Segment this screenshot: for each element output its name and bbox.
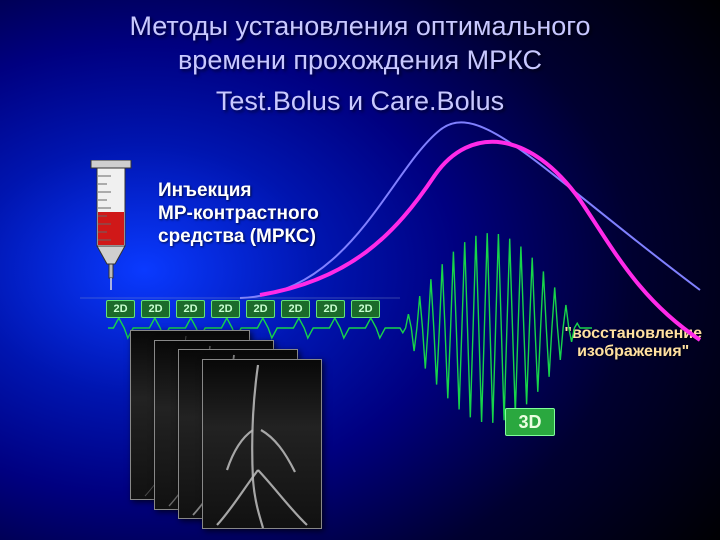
chip-2d: 2D [106,300,135,318]
chip-3d: 3D [505,408,555,436]
title-line2: времени прохождения МРКС [178,45,542,75]
recovery-line2: изображения" [577,343,689,360]
chip-2d: 2D [351,300,380,318]
chip-2d: 2D [316,300,345,318]
chip-2d: 2D [246,300,275,318]
injection-line1: Инъекция [158,180,252,201]
chip-2d: 2D [176,300,205,318]
recovery-line1: "восстановление [564,325,702,342]
injection-line2: МР-контрастного [158,203,319,224]
recovery-label: "восстановление изображения" [564,325,702,362]
chip-2d: 2D [281,300,310,318]
injection-label: Инъекция МР-контрастного средства (МРКС) [158,180,319,248]
slide-subtitle: Test.Bolus и Care.Bolus [0,86,720,117]
slide-title: Методы установления оптимального времени… [0,0,720,78]
chips-2d-row: 2D 2D 2D 2D 2D 2D 2D 2D [106,300,380,318]
title-line1: Методы установления оптимального [129,11,590,41]
syringe-icon [85,160,137,295]
chip-2d: 2D [211,300,240,318]
injection-line3: средства (МРКС) [158,226,316,247]
chip-3d-label: 3D [518,412,541,433]
chip-2d: 2D [141,300,170,318]
mra-panel [202,359,322,529]
